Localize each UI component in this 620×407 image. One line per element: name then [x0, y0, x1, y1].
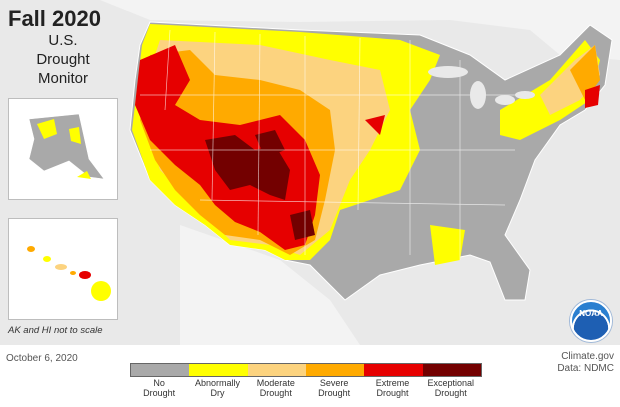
area-abnormally-dry-se: [430, 225, 465, 265]
legend-label-line-1: Exceptional: [427, 378, 475, 388]
legend-color-bar: [130, 363, 482, 377]
neighbor-land: [100, 0, 620, 60]
mexico-land: [180, 225, 360, 345]
hawaii-inset: [8, 218, 118, 320]
inset-scale-note: AK and HI not to scale: [8, 325, 103, 336]
legend-swatch: [189, 364, 248, 376]
legend-label-line-2: Drought: [143, 388, 176, 398]
area-exceptional-tx: [290, 210, 315, 240]
legend-labels: No Drought Abnormally Dry Moderate Drought Sev…: [130, 378, 480, 398]
legend-label: Extreme Drought: [363, 378, 421, 398]
credit-data: Data: NDMC: [557, 363, 614, 374]
legend-swatch: [364, 364, 423, 376]
map-title: Fall 2020: [8, 6, 101, 31]
legend-swatch: [247, 364, 306, 376]
legend-label: Exceptional Drought: [422, 378, 480, 398]
alaska-inset: [8, 98, 118, 200]
great-lakes: [428, 66, 535, 109]
area-extreme-co: [365, 115, 385, 135]
area-extreme-ne: [585, 85, 600, 108]
area-exceptional-co: [255, 130, 285, 158]
legend-label: Severe Drought: [305, 378, 363, 398]
legend-swatch: [131, 364, 190, 376]
legend-label-line-1: No: [153, 378, 165, 388]
legend-swatch: [422, 364, 481, 376]
legend-label-line-2: Drought: [259, 388, 292, 398]
noaa-logo: NOAA: [570, 300, 612, 342]
legend-label-line-2: Drought: [376, 388, 409, 398]
legend-label-line-1: Extreme: [375, 378, 410, 388]
subtitle-line-2: Drought: [36, 51, 90, 68]
subtitle-line-1: U.S.: [48, 32, 78, 49]
area-severe-ne: [570, 45, 600, 100]
legend-label-line-1: Severe: [319, 378, 349, 388]
drought-map: [100, 0, 620, 345]
legend-label-line-1: Moderate: [256, 378, 295, 388]
credit-source: Climate.gov: [561, 351, 614, 362]
alaska-map: [28, 113, 105, 180]
legend-label: Moderate Drought: [247, 378, 305, 398]
legend-label-line-2: Dry: [210, 388, 225, 398]
noaa-logo-text: NOAA: [579, 309, 603, 318]
subtitle-line-3: Monitor: [37, 70, 89, 87]
map-date: October 6, 2020: [6, 353, 78, 364]
state-borders: [140, 29, 520, 260]
map-frame: Fall 2020 U.S. Drought Monitor AK and HI…: [0, 0, 620, 345]
legend-swatch: [305, 364, 365, 376]
legend-label-line-2: Drought: [434, 388, 467, 398]
hawaii-map: [27, 246, 111, 301]
legend-label-line-2: Drought: [318, 388, 351, 398]
legend-label: No Drought: [130, 378, 188, 398]
legend-label-line-1: Abnormally: [194, 378, 240, 388]
legend-label: Abnormally Dry: [188, 378, 246, 398]
